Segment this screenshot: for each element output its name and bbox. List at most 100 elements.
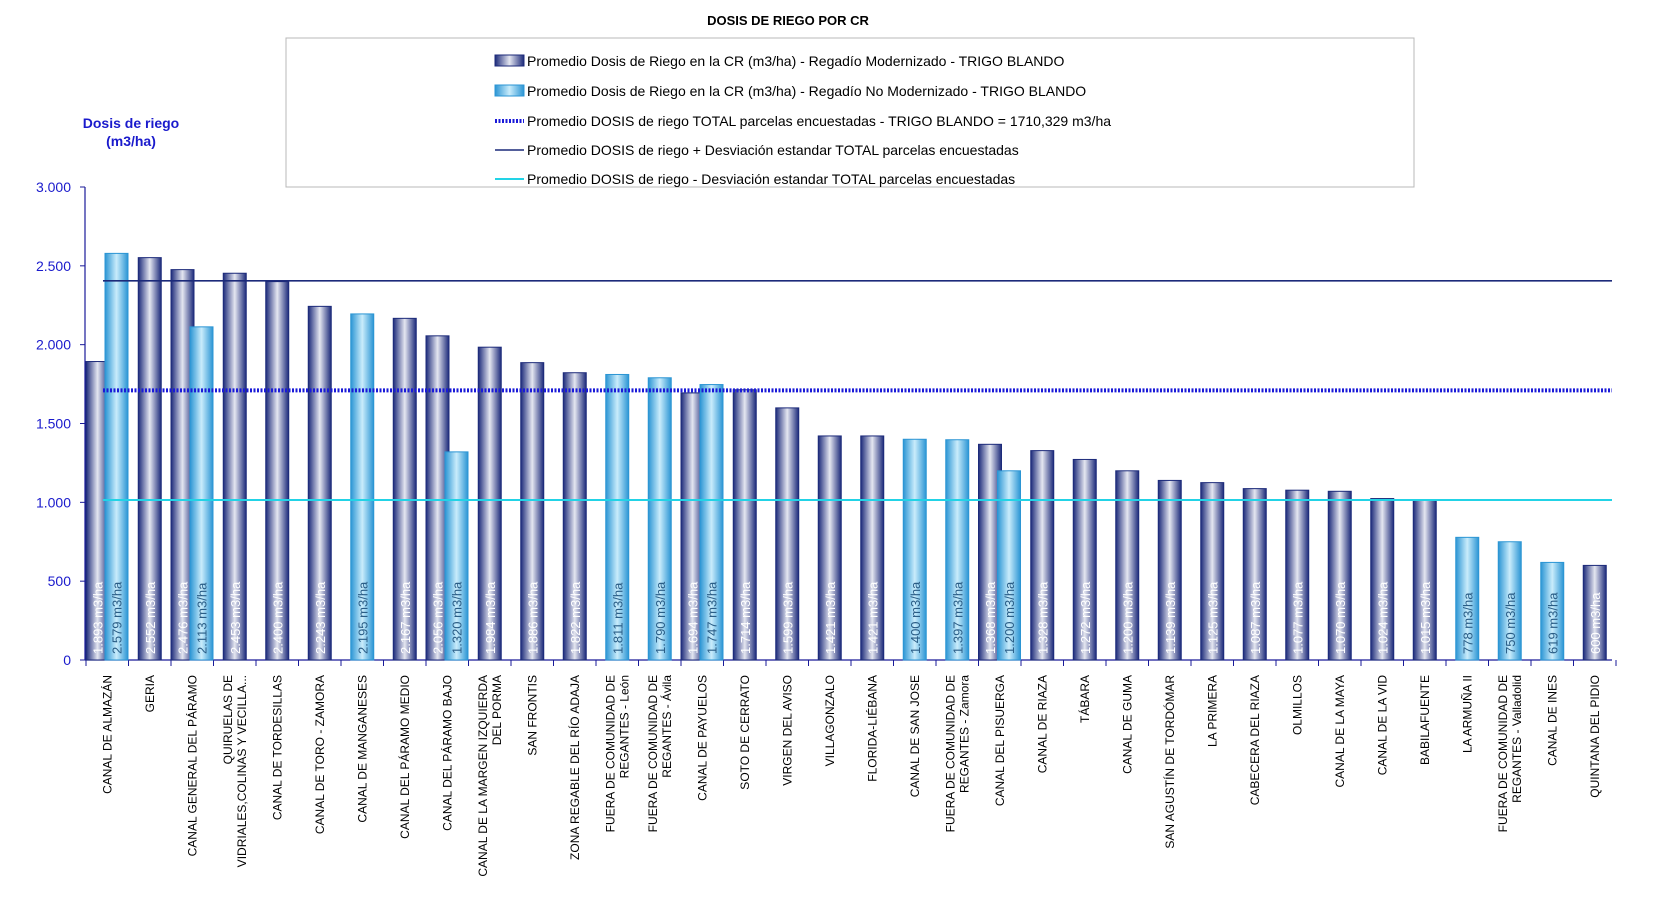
data-label-modernizado: 2.056 m3/ha (431, 581, 446, 654)
data-label-no-modernizado: 1.200 m3/ha (1002, 581, 1017, 654)
category-label: TÁBARA (1077, 675, 1092, 723)
category-label: CANAL DE LA VID (1375, 675, 1389, 776)
data-label-no-modernizado: 1.320 m3/ha (450, 581, 465, 654)
category-label: FUERA DE COMUNIDAD DE (943, 675, 957, 832)
legend-box (285, 37, 1415, 188)
data-label-modernizado: 1.421 m3/ha (865, 581, 880, 654)
bar-no-modernizado (647, 377, 672, 661)
bar-no-modernizado (1455, 536, 1480, 661)
data-label-modernizado: 1.599 m3/ha (780, 581, 795, 654)
bar-modernizado (1030, 450, 1055, 661)
bar-modernizado (222, 272, 247, 661)
category-label: CANAL DE RIAZA (1035, 675, 1049, 773)
category-label: CANAL DE ALMAZÁN (99, 675, 114, 794)
category-label: CANAL GENERAL DEL PÁRAMO (184, 675, 199, 856)
bar-no-modernizado (444, 451, 469, 661)
y-tick-label: 2.000 (36, 337, 71, 353)
data-label-modernizado: 2.476 m3/ha (176, 581, 191, 654)
data-label-modernizado: 1.070 m3/ha (1333, 581, 1348, 654)
category-label: FUERA DE COMUNIDAD DE (646, 675, 660, 832)
bar-modernizado (817, 435, 842, 661)
category-label: ZONA REGABLE DEL RÍO ADAJA (567, 675, 582, 860)
data-label-modernizado: 1.886 m3/ha (525, 581, 540, 654)
y-tick-label: 2.500 (36, 258, 71, 274)
y-axis-label-line-2: (m3/ha) (106, 133, 156, 149)
data-label-no-modernizado: 2.113 m3/ha (195, 582, 210, 654)
category-label: CANAL DE GUMA (1120, 675, 1134, 774)
bar-modernizado (775, 407, 800, 661)
data-label-modernizado: 2.243 m3/ha (313, 581, 328, 654)
data-label-modernizado: 2.552 m3/ha (143, 581, 158, 654)
data-label-modernizado: 1.893 m3/ha (91, 581, 106, 654)
bar-modernizado (1200, 482, 1225, 661)
category-label: REGANTES - Ávila (659, 675, 674, 778)
category-label: SAN AGUSTÍN DE TORDÓMAR (1162, 675, 1177, 849)
bar-modernizado (1582, 564, 1607, 661)
data-label-modernizado: 1.125 m3/ha (1205, 581, 1220, 654)
data-label-modernizado: 1.984 m3/ha (483, 581, 498, 654)
bars: 1.893 m3/ha 2.579 m3/ha 2.552 m3/ha 2.476 m… (85, 252, 1607, 661)
category-label: OLMILLOS (1290, 675, 1304, 735)
bar-no-modernizado (1497, 541, 1522, 661)
bar-no-modernizado (104, 252, 129, 661)
category-label: REGANTES - León (617, 675, 631, 778)
bar-modernizado (1157, 479, 1182, 661)
bar-modernizado (1285, 489, 1310, 661)
data-label-modernizado: 1.024 m3/ha (1375, 581, 1390, 654)
category-label: VIDRIALES,COLINAS Y VECILLA... (235, 675, 249, 867)
category-label: VILLAGONZALO (823, 675, 837, 766)
category-label: LA ARMUÑA II (1460, 675, 1474, 753)
bar-modernizado (137, 257, 162, 661)
bar-no-modernizado (350, 313, 375, 661)
data-label-modernizado: 1.077 m3/ha (1290, 581, 1305, 654)
category-label: CABECERA DEL RIAZA (1248, 675, 1262, 805)
category-labels: CANAL DE ALMAZÁN GERIA CANAL GENERAL DEL P… (99, 675, 1602, 877)
category-label: SAN FRONTIS (525, 675, 539, 756)
category-label: BABILAFUENTE (1418, 675, 1432, 765)
y-axis-label-line-1: Dosis de riego (83, 115, 179, 131)
category-label: VIRGEN DEL AVISO (780, 675, 794, 786)
data-label-modernizado: 1.272 m3/ha (1078, 581, 1093, 654)
data-label-no-modernizado: 1.397 m3/ha (950, 581, 965, 654)
category-label: SOTO DE CERRATO (738, 675, 752, 790)
y-tick-label: 3.000 (36, 179, 71, 195)
category-label: REGANTES - Zamora (957, 675, 971, 793)
data-label-no-modernizado: 778 m3/ha (1460, 592, 1475, 654)
bar-modernizado (1370, 498, 1395, 661)
data-label-modernizado: 1.368 m3/ha (983, 581, 998, 654)
legend-label-average: Promedio DOSIS de riego TOTAL parcelas e… (527, 113, 1111, 129)
data-label-modernizado: 1.087 m3/ha (1248, 581, 1263, 654)
data-label-no-modernizado: 1.790 m3/ha (653, 581, 668, 654)
data-label-no-modernizado: 2.195 m3/ha (355, 581, 370, 654)
bar-modernizado (1115, 470, 1140, 661)
category-label: CANAL DE TORO - ZAMORA (313, 675, 327, 834)
data-label-modernizado: 600 m3/ha (1588, 592, 1603, 654)
legend-swatch-modernizado (494, 54, 525, 67)
category-label: LA PRIMERA (1205, 675, 1219, 747)
y-tick-label: 1.000 (36, 494, 71, 510)
data-label-modernizado: 2.400 m3/ha (270, 581, 285, 654)
bar-modernizado (1327, 490, 1352, 661)
data-label-modernizado: 2.167 m3/ha (398, 581, 413, 654)
bar-modernizado (1242, 488, 1267, 661)
chart-title: DOSIS DE RIEGO POR CR (707, 13, 869, 28)
category-label: CANAL DEL PISUERGA (993, 675, 1007, 806)
data-label-no-modernizado: 1.400 m3/ha (908, 581, 923, 654)
legend-label-minus-stddev: Promedio DOSIS de riego - Desviación est… (527, 171, 1015, 187)
category-label: DEL PORMA (490, 675, 504, 745)
bar-no-modernizado (1540, 561, 1565, 661)
data-label-modernizado: 1.822 m3/ha (568, 581, 583, 654)
data-label-modernizado: 2.453 m3/ha (228, 581, 243, 654)
legend-swatch-no-modernizado (494, 84, 525, 97)
category-label: FLORIDA-LIÉBANA (864, 675, 879, 782)
category-label: QUIRUELAS DE (221, 675, 235, 764)
bar-modernizado (1072, 458, 1097, 661)
category-label: CANAL DEL PÁRAMO MEDIO (397, 675, 412, 839)
data-label-modernizado: 1.200 m3/ha (1120, 581, 1135, 654)
bar-modernizado (477, 346, 502, 661)
data-label-no-modernizado: 750 m3/ha (1503, 592, 1518, 654)
bar-modernizado (392, 317, 417, 661)
bar-no-modernizado (189, 326, 214, 661)
bar-no-modernizado (945, 439, 970, 661)
y-tick-label: 0 (63, 652, 71, 668)
